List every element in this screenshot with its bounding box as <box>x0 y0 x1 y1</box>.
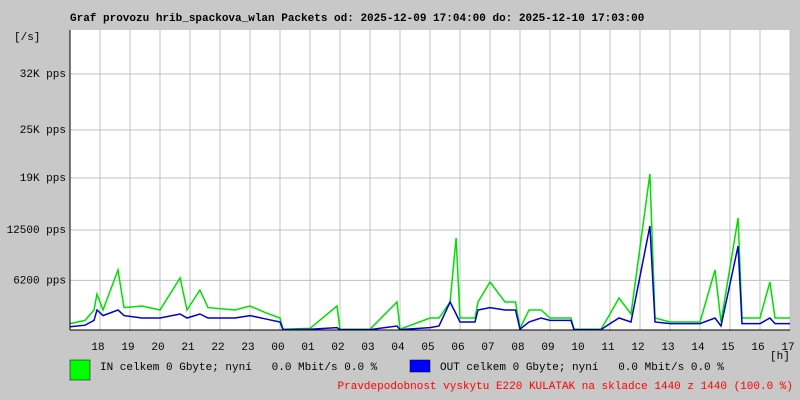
x-tick-label: 08 <box>511 342 524 354</box>
y-tick-label: 6200 pps <box>13 275 66 287</box>
x-tick-label: 18 <box>91 342 104 354</box>
footer: Pravdepodobnost vyskytu E220 KULATAK na … <box>338 381 793 393</box>
x-tick-label: 20 <box>151 342 164 354</box>
x-tick-label: 06 <box>451 342 464 354</box>
series-line <box>69 225 790 331</box>
chart-title: Graf provozu hrib_spackova_wlan Packets … <box>70 13 644 25</box>
x-tick-label: 15 <box>721 342 734 354</box>
legend-swatch <box>69 359 91 381</box>
x-tick-label: 05 <box>421 342 434 354</box>
y-axis-label: [/s] <box>14 32 40 44</box>
x-tick-label: 21 <box>181 342 195 354</box>
legend-label: OUT celkem 0 Gbyte; nyní 0.0 Mbit/s 0.0 … <box>440 362 724 374</box>
x-tick-label: 07 <box>481 342 494 354</box>
y-tick-label: 25K pps <box>20 125 66 137</box>
x-tick-label: 02 <box>331 342 344 354</box>
x-axis-label: [h] <box>770 351 790 363</box>
x-tick-label: 17 <box>781 342 794 354</box>
x-tick-label: 22 <box>211 342 224 354</box>
legend-swatch <box>409 359 431 373</box>
x-tick-label: 16 <box>751 342 764 354</box>
x-tick-label: 03 <box>361 342 374 354</box>
x-tick-label: 11 <box>601 342 615 354</box>
x-tick-label: 13 <box>661 342 674 354</box>
x-tick-label: 14 <box>691 342 705 354</box>
x-tick-label: 04 <box>391 342 405 354</box>
y-tick-label: 12500 pps <box>7 225 66 237</box>
x-tick-label: 12 <box>631 342 644 354</box>
x-tick-label: 00 <box>271 342 284 354</box>
x-tick-label: 10 <box>571 342 584 354</box>
legend-label: IN celkem 0 Gbyte; nyní 0.0 Mbit/s 0.0 % <box>100 362 378 374</box>
x-tick-label: 09 <box>541 342 554 354</box>
x-tick-label: 01 <box>301 342 315 354</box>
y-tick-label: 19K pps <box>20 173 66 185</box>
grid <box>70 30 791 330</box>
x-tick-label: 23 <box>241 342 254 354</box>
x-tick-label: 19 <box>121 342 134 354</box>
series-line <box>69 173 790 331</box>
lines <box>69 173 790 331</box>
y-tick-label: 32K pps <box>20 69 66 81</box>
